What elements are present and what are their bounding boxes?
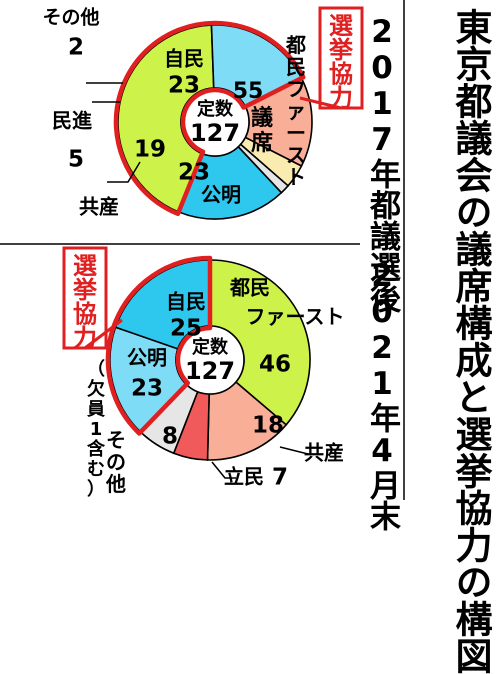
leader-line	[279, 446, 309, 455]
cooperation-label: 選挙協力	[328, 12, 354, 112]
slice-value: 7	[272, 465, 288, 491]
cooperation-label: 選挙協力	[72, 252, 98, 352]
slice-label: 共産	[79, 195, 119, 219]
cooperation-outline	[113, 20, 306, 217]
pie-1	[113, 20, 313, 220]
slice-value: 2	[68, 35, 84, 61]
slice-value: 8	[162, 424, 178, 450]
slice-value: 46	[259, 352, 291, 378]
center-value: 127	[190, 119, 240, 147]
slice-label: 立民	[224, 465, 264, 489]
slice-label: 都民ファースト	[285, 33, 306, 189]
slice-label: 都民	[229, 276, 270, 300]
slice-label: 自民	[166, 290, 206, 314]
leader-line	[107, 161, 141, 183]
slice-label: 共産	[304, 441, 344, 465]
slice-note: （欠員 1 含む）	[86, 359, 106, 500]
main-title: 東京都議会の議席構成と選挙協力の構図	[449, 8, 492, 674]
center-label: 定数	[192, 336, 229, 358]
cooperation-connector	[84, 318, 123, 350]
slice-value: 23	[168, 73, 200, 99]
slice-value: 18	[252, 413, 284, 439]
leader-line	[211, 461, 236, 479]
cooperation-connector	[299, 96, 342, 110]
cooperation-box	[318, 6, 364, 110]
slice-unit: 議席	[251, 105, 273, 156]
slice-value: 23	[178, 160, 210, 186]
center-label: 定数	[197, 98, 234, 120]
slice-value: 55	[233, 79, 264, 104]
cooperation-outline	[105, 255, 213, 436]
subtitle-2017: 2017年都議選後	[364, 14, 400, 313]
slice-value: 5	[68, 147, 84, 173]
slice-value: 23	[131, 376, 163, 402]
slice-label: 民進	[52, 109, 92, 133]
pie-2	[105, 255, 311, 461]
slice-value: 19	[134, 137, 166, 163]
slice-label: その他	[42, 6, 99, 29]
center-value: 127	[185, 357, 235, 385]
slice-label: 公明	[201, 183, 241, 207]
slice-label: 公明	[127, 346, 167, 370]
slice-label: 自民	[164, 47, 204, 71]
slice-label-cont: ファースト	[246, 305, 345, 329]
slice-label: その他	[105, 428, 126, 496]
slice-value: 25	[170, 316, 202, 342]
subtitle-2021: 2021年4月末	[364, 258, 400, 531]
